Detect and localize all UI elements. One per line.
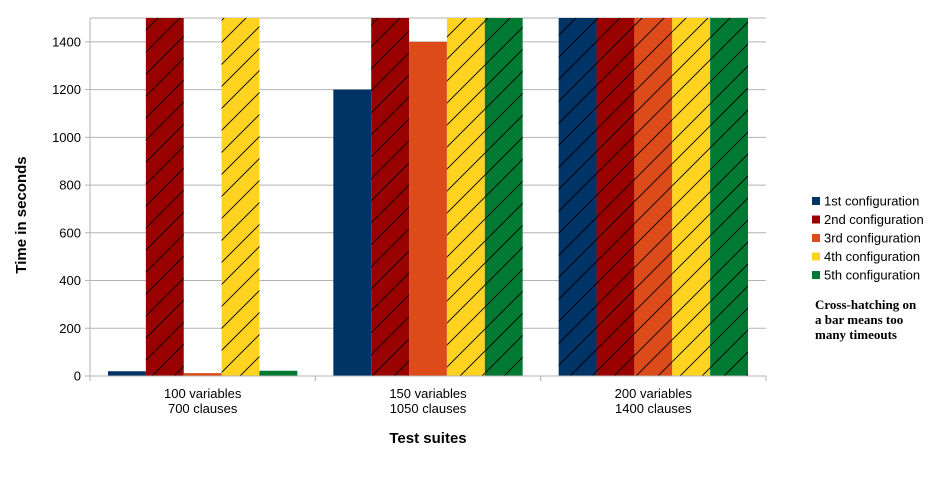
bar-hatching <box>596 18 635 376</box>
legend-swatch <box>812 215 820 224</box>
y-tick-label: 1200 <box>52 82 81 97</box>
y-axis-title: Time in seconds <box>13 156 30 273</box>
y-tick-label: 800 <box>59 178 81 193</box>
legend-label: 5th configuration <box>824 268 920 283</box>
bar-hatching <box>710 18 748 376</box>
x-tick-label: 700 clauses <box>168 401 238 416</box>
legend-swatch <box>812 271 820 279</box>
annotation-line: a bar means too <box>815 312 903 327</box>
x-tick-label: 200 variables <box>615 386 693 401</box>
bar <box>108 371 146 376</box>
y-tick-label: 1400 <box>52 34 81 49</box>
legend-swatch <box>812 252 820 261</box>
axes: 0 200 400 600 800 1000 1200 1400 100 variables70… <box>52 18 767 416</box>
bar-hatching <box>634 18 673 376</box>
legend-swatch <box>812 197 820 205</box>
bars <box>108 18 748 376</box>
bar-hatching <box>558 18 597 376</box>
annotation-line: Cross-hatching on <box>815 297 917 312</box>
x-tick-label: 150 variables <box>389 386 467 401</box>
bar-hatching <box>672 18 711 376</box>
legend-label: 3rd configuration <box>824 231 921 246</box>
legend: 1st configuration 2nd configuration 3rd co… <box>812 194 924 283</box>
x-tick-label: 1400 clauses <box>615 401 692 416</box>
bar-hatching <box>145 18 184 376</box>
y-tick-label: 0 <box>74 369 81 384</box>
y-tick-label: 200 <box>59 321 81 336</box>
legend-label: 1st configuration <box>824 194 919 209</box>
bar <box>409 41 447 376</box>
x-tick-label: 1050 clauses <box>390 401 467 416</box>
legend-label: 4th configuration <box>824 249 920 264</box>
bar <box>259 370 298 376</box>
bar <box>333 89 372 376</box>
legend-swatch <box>812 234 820 242</box>
y-tick-label: 400 <box>59 273 81 288</box>
bar <box>183 373 222 376</box>
y-tick-label: 1000 <box>52 130 81 145</box>
x-tick-label: 100 variables <box>164 386 242 401</box>
x-axis-title: Test suites <box>389 430 466 447</box>
bar-hatching <box>484 18 523 376</box>
bar-hatching <box>371 18 410 376</box>
y-tick-label: 600 <box>59 225 81 240</box>
bar-hatching <box>221 18 260 376</box>
bar-hatching <box>446 18 485 376</box>
legend-label: 2nd configuration <box>824 212 924 227</box>
annotation-line: many timeouts <box>815 327 897 342</box>
